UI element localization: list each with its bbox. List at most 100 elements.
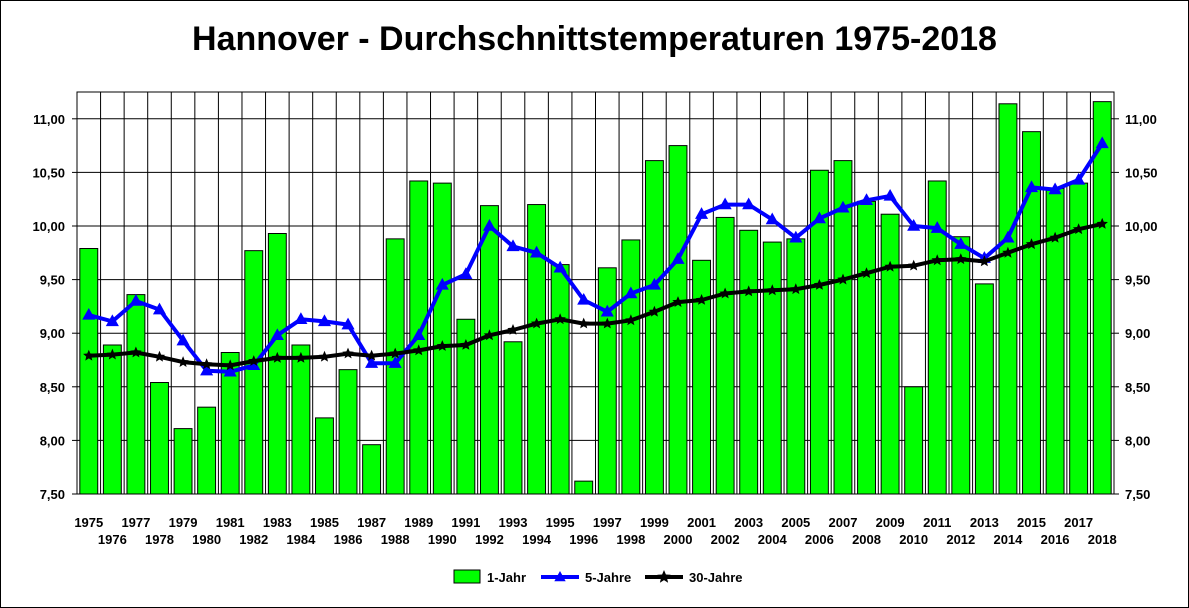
x-tick-label: 1984 [286,532,316,547]
x-tick-label: 1982 [239,532,268,547]
x-tick-label: 2007 [829,515,858,530]
marker-30-jahre [153,350,166,362]
marker-30-jahre [507,324,519,335]
x-tick-label: 1996 [569,532,598,547]
legend-marker-5-jahre [554,571,566,582]
x-tick-label: 1992 [475,532,504,547]
marker-30-jahre [601,317,613,329]
marker-30-jahre [483,329,496,341]
bar-1-jahr [904,386,924,495]
marker-5-jahre [1001,230,1015,243]
marker-5-jahre [624,286,638,299]
x-tick-label: 1988 [381,532,410,547]
marker-30-jahre [813,279,826,290]
marker-5-jahre [341,317,355,330]
marker-30-jahre [695,294,708,305]
marker-30-jahre [978,255,991,267]
marker-30-jahre [884,260,896,272]
marker-5-jahre [695,207,709,219]
legend-label-5-jahre: 5-Jahre [585,570,631,585]
x-tick-label: 2016 [1041,532,1070,547]
x-tick-label: 2018 [1088,532,1117,547]
bar-1-jahr [739,229,759,495]
bar-1-jahr [621,239,641,495]
x-tick-label: 2006 [805,532,834,547]
x-tick-label: 2008 [852,532,881,547]
y-tick-label-right: 8,50 [1125,380,1150,395]
bar-1-jahr [644,160,664,495]
x-tick-label: 1989 [404,515,433,530]
y-tick-label-right: 9,50 [1125,273,1150,288]
marker-5-jahre [954,237,968,249]
x-tick-label: 1975 [74,515,103,530]
marker-5-jahre [765,212,779,225]
x-tick-label: 2005 [781,515,810,530]
bar-1-jahr [479,205,499,495]
bar-1-jahr [857,200,876,495]
marker-5-jahre [1024,180,1039,193]
x-tick-label: 1995 [546,515,575,530]
y-tick-label-left: 7,50 [40,487,65,502]
bar-1-jahr [668,145,688,495]
marker-5-jahre [317,314,332,327]
y-tick-label-left: 9,00 [40,326,65,341]
marker-5-jahre [294,312,308,324]
marker-30-jahre [1002,246,1014,258]
legend-swatch-1-jahr [453,569,481,584]
bars [79,101,1112,495]
marker-30-jahre [672,296,684,307]
x-tick-label: 1976 [98,532,127,547]
x-tick-label: 2001 [687,515,716,530]
marker-30-jahre [837,273,849,285]
marker-5-jahre [82,307,96,320]
bar-1-jahr [102,344,122,495]
x-tick-label: 2002 [711,532,740,547]
marker-30-jahre [1096,217,1108,229]
marker-30-jahre [955,253,967,265]
marker-30-jahre [931,254,943,266]
y-tick-label-right: 10,50 [1125,165,1158,180]
marker-5-jahre [1072,172,1086,185]
legend: 1-Jahr 5-Jahre 30-Jahre [453,569,742,585]
x-tick-label: 1990 [428,532,457,547]
bar-1-jahr [315,417,334,495]
x-tick-label: 2010 [899,532,928,547]
marker-5-jahre [365,356,379,368]
x-tick-label: 1991 [451,515,480,530]
marker-30-jahre [413,344,425,356]
y-tick-label-left: 11,00 [33,112,65,127]
x-tick-label: 1993 [499,515,528,530]
x-tick-label: 1981 [216,515,245,530]
marker-30-jahre [130,346,142,358]
marker-30-jahre [743,285,755,297]
bar-1-jahr [338,369,358,495]
marker-5-jahre [129,294,143,306]
marker-5-jahre [388,356,402,368]
bar-1-jahr [550,264,570,495]
marker-5-jahre [1048,182,1062,195]
bar-1-jahr [951,236,971,495]
bar-1-jahr [786,238,806,495]
marker-30-jahre [365,349,378,361]
x-tick-label: 2013 [970,515,999,530]
bar-1-jahr [197,406,217,495]
marker-5-jahre [1095,136,1109,149]
marker-5-jahre [435,277,449,290]
bar-1-jahr [267,233,287,495]
x-tick-label: 1980 [192,532,221,547]
marker-30-jahre [177,356,189,367]
marker-5-jahre [530,245,544,258]
legend-label-30-jahre: 30-Jahre [689,570,742,585]
x-tick-label: 2015 [1017,515,1046,530]
marker-5-jahre [812,211,826,224]
marker-5-jahre [647,277,661,290]
marker-30-jahre [389,347,401,359]
bar-1-jahr [244,250,264,495]
marker-5-jahre [506,239,520,252]
lines [82,136,1109,377]
bar-1-jahr [880,213,900,495]
bar-1-jahr [432,182,452,495]
marker-5-jahre [270,328,284,341]
y-tick-label-left: 8,00 [40,433,65,448]
marker-30-jahre [318,350,331,362]
